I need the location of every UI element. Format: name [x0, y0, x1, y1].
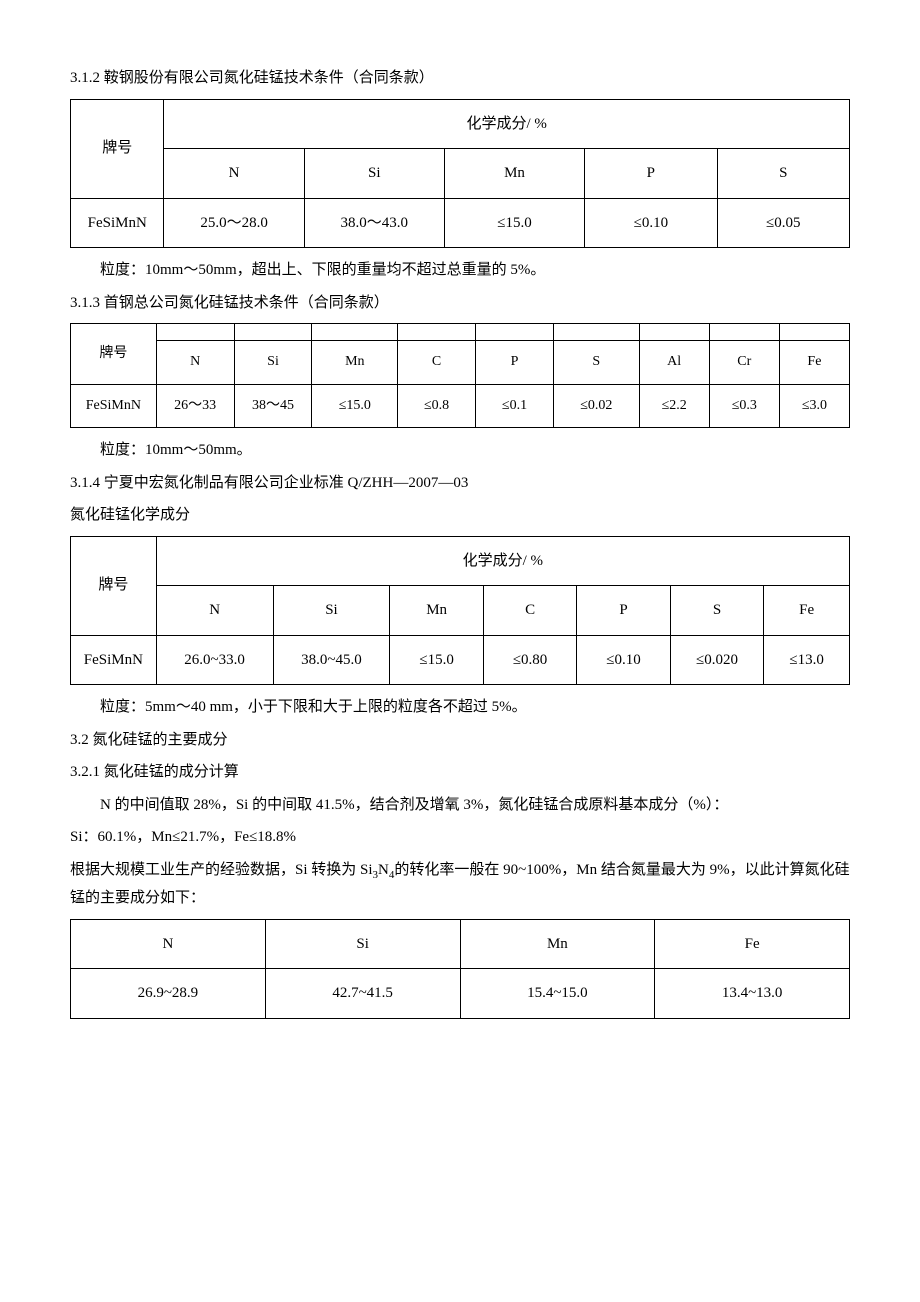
cell-grade: FeSiMnN — [71, 384, 157, 428]
cell-Mn: 15.4~15.0 — [460, 969, 655, 1019]
cell-Al: ≤2.2 — [639, 384, 709, 428]
th-P: P — [577, 586, 670, 636]
note-312: 粒度：10mm～50mm，超出上、下限的重量均不超过总重量的 5%。 — [70, 256, 850, 285]
cell-S: ≤0.02 — [553, 384, 639, 428]
th-S: S — [553, 341, 639, 385]
cell-grade: FeSiMnN — [71, 635, 157, 685]
th-blank — [779, 324, 849, 341]
cell-Fe: ≤13.0 — [764, 635, 850, 685]
th-Mn: Mn — [312, 341, 398, 385]
th-comp-span: 化学成分/ % — [156, 536, 849, 586]
th-N: N — [164, 149, 304, 199]
cell-Mn: ≤15.0 — [312, 384, 398, 428]
cell-Si: 38.0~45.0 — [273, 635, 390, 685]
cell-grade: FeSiMnN — [71, 198, 164, 248]
th-C: C — [398, 341, 476, 385]
th-Mn: Mn — [390, 586, 483, 636]
th-Si: Si — [234, 341, 312, 385]
cell-S: ≤0.020 — [670, 635, 763, 685]
heading-314: 3.1.4 宁夏中宏氮化制品有限公司企业标准 Q/ZHH—2007—03 — [70, 469, 850, 498]
cell-N: 26～33 — [156, 384, 234, 428]
cell-P: ≤0.10 — [585, 198, 717, 248]
th-grade: 牌号 — [71, 324, 157, 385]
cell-C: ≤0.80 — [483, 635, 576, 685]
cell-C: ≤0.8 — [398, 384, 476, 428]
th-N: N — [156, 586, 273, 636]
th-blank — [312, 324, 398, 341]
th-Si: Si — [265, 919, 460, 969]
table-314: 牌号 化学成分/ % N Si Mn C P S Fe FeSiMnN 26.0… — [70, 536, 850, 686]
heading-313: 3.1.3 首钢总公司氮化硅锰技术条件（合同条款） — [70, 289, 850, 318]
heading-312: 3.1.2 鞍钢股份有限公司氮化硅锰技术条件（合同条款） — [70, 64, 850, 93]
th-Si: Si — [273, 586, 390, 636]
th-S: S — [717, 149, 849, 199]
th-S: S — [670, 586, 763, 636]
heading-321: 3.2.1 氮化硅锰的成分计算 — [70, 758, 850, 787]
cell-Si: 42.7~41.5 — [265, 969, 460, 1019]
th-blank — [553, 324, 639, 341]
cell-S: ≤0.05 — [717, 198, 849, 248]
th-Mn: Mn — [444, 149, 584, 199]
th-N: N — [156, 341, 234, 385]
th-blank — [476, 324, 554, 341]
table-32: N Si Mn Fe 26.9~28.9 42.7~41.5 15.4~15.0… — [70, 919, 850, 1019]
note-314: 粒度：5mm～40 mm，小于下限和大于上限的粒度各不超过 5%。 — [70, 693, 850, 722]
cell-Mn: ≤15.0 — [444, 198, 584, 248]
th-N: N — [71, 919, 266, 969]
heading-32: 3.2 氮化硅锰的主要成分 — [70, 726, 850, 755]
table-312: 牌号 化学成分/ % N Si Mn P S FeSiMnN 25.0～28.0… — [70, 99, 850, 249]
text: N — [378, 862, 389, 878]
para-321-2: Si：60.1%，Mn≤21.7%，Fe≤18.8% — [70, 823, 850, 852]
para-321-1: N 的中间值取 28%，Si 的中间取 41.5%，结合剂及增氧 3%，氮化硅锰… — [70, 791, 850, 820]
cell-Cr: ≤0.3 — [709, 384, 779, 428]
cell-Mn: ≤15.0 — [390, 635, 483, 685]
text: 根据大规模工业生产的经验数据，Si 转换为 Si — [70, 862, 373, 878]
th-Fe: Fe — [764, 586, 850, 636]
th-Al: Al — [639, 341, 709, 385]
th-Fe: Fe — [655, 919, 850, 969]
cell-Si: 38.0～43.0 — [304, 198, 444, 248]
para-321-3: 根据大规模工业生产的经验数据，Si 转换为 Si3N4的转化率一般在 90~10… — [70, 856, 850, 913]
th-comp-span: 化学成分/ % — [164, 99, 850, 149]
th-P: P — [585, 149, 717, 199]
th-blank — [709, 324, 779, 341]
cell-P: ≤0.1 — [476, 384, 554, 428]
th-blank — [398, 324, 476, 341]
th-blank — [639, 324, 709, 341]
cell-P: ≤0.10 — [577, 635, 670, 685]
th-C: C — [483, 586, 576, 636]
th-blank — [234, 324, 312, 341]
th-Mn: Mn — [460, 919, 655, 969]
th-Cr: Cr — [709, 341, 779, 385]
cell-N: 26.9~28.9 — [71, 969, 266, 1019]
subheading-314: 氮化硅锰化学成分 — [70, 501, 850, 530]
cell-N: 26.0~33.0 — [156, 635, 273, 685]
th-Si: Si — [304, 149, 444, 199]
note-313: 粒度：10mm～50mm。 — [70, 436, 850, 465]
table-313: 牌号 N Si Mn C P S Al Cr Fe FeSiMnN 26～33 … — [70, 323, 850, 428]
th-Fe: Fe — [779, 341, 849, 385]
cell-Si: 38～45 — [234, 384, 312, 428]
cell-Fe: ≤3.0 — [779, 384, 849, 428]
th-grade: 牌号 — [71, 99, 164, 198]
th-grade: 牌号 — [71, 536, 157, 635]
th-P: P — [476, 341, 554, 385]
cell-Fe: 13.4~13.0 — [655, 969, 850, 1019]
document-page: 3.1.2 鞍钢股份有限公司氮化硅锰技术条件（合同条款） 牌号 化学成分/ % … — [70, 64, 850, 1019]
cell-N: 25.0～28.0 — [164, 198, 304, 248]
th-blank — [156, 324, 234, 341]
